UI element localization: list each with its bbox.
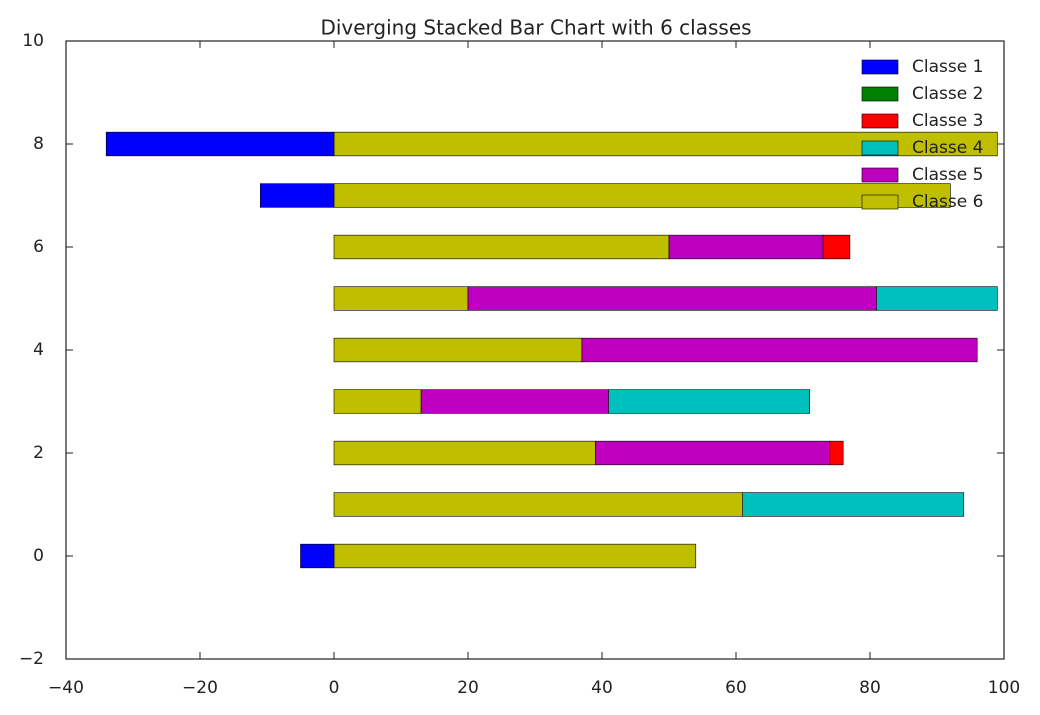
bar-segment (581, 337, 978, 363)
legend-swatch (861, 86, 899, 102)
x-tick-label: −40 (48, 678, 84, 698)
y-tick-label: 2 (33, 443, 44, 463)
bar-segment (333, 183, 951, 208)
legend-label: Classe 3 (912, 111, 983, 131)
bar-segment (822, 234, 851, 260)
legend-swatch (861, 194, 899, 210)
legend-label: Classe 5 (912, 165, 983, 185)
bar-segment (608, 389, 811, 414)
x-tick-label: 80 (859, 678, 881, 698)
bar-segment (300, 543, 335, 569)
y-tick-label: 6 (33, 237, 44, 257)
legend-swatch (861, 59, 899, 75)
bar-segment (594, 440, 831, 466)
bar-segment (333, 337, 583, 363)
bar-segment (876, 286, 998, 311)
bar-segment (742, 492, 965, 517)
bar-segment (333, 440, 596, 466)
x-tick-label: 0 (329, 678, 340, 698)
legend-swatch (861, 167, 899, 183)
bar-segment (259, 183, 335, 208)
bar-segment (333, 492, 744, 517)
x-tick-label: −20 (182, 678, 218, 698)
bar-segment (333, 234, 670, 260)
bar-segment (420, 389, 610, 414)
x-tick-label: 40 (591, 678, 613, 698)
y-tick-label: 10 (22, 31, 44, 51)
bar-segment (105, 131, 335, 157)
legend-swatch (861, 140, 899, 156)
bar-segment (333, 389, 422, 414)
x-tick-label: 20 (457, 678, 479, 698)
bar-segment (467, 286, 878, 311)
legend-swatch (861, 113, 899, 129)
y-tick-label: 0 (33, 546, 44, 566)
legend-label: Classe 2 (912, 84, 983, 104)
bar-segment (829, 440, 844, 466)
y-tick-label: 4 (33, 340, 44, 360)
y-tick-label: 8 (33, 134, 44, 154)
x-tick-label: 60 (725, 678, 747, 698)
legend-label: Classe 4 (912, 138, 983, 158)
x-tick-label: 100 (988, 678, 1020, 698)
legend-label: Classe 6 (912, 192, 983, 212)
y-tick-label: −2 (19, 649, 44, 669)
bar-segment (333, 286, 469, 311)
chart-title: Diverging Stacked Bar Chart with 6 class… (320, 16, 751, 40)
legend-label: Classe 1 (912, 57, 983, 77)
bar-segment (668, 234, 824, 260)
bar-segment (333, 543, 697, 569)
